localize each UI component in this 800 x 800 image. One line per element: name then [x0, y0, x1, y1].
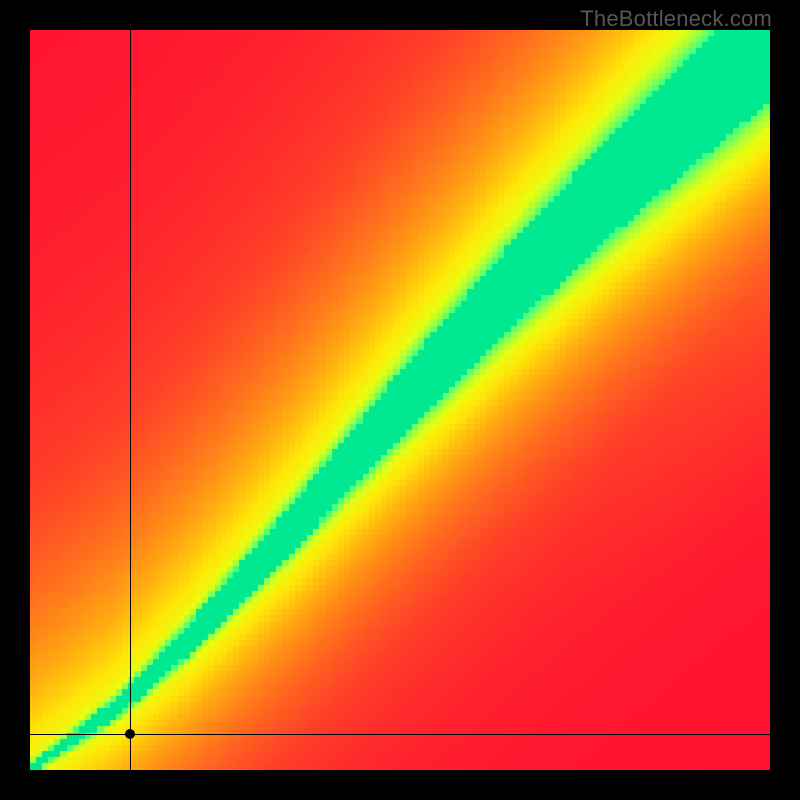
plot-area [30, 30, 770, 770]
crosshair-marker-dot [125, 729, 135, 739]
bottleneck-heatmap [30, 30, 770, 770]
crosshair-vertical-line [130, 30, 131, 770]
crosshair-horizontal-line [30, 734, 770, 735]
watermark-text: TheBottleneck.com [580, 6, 772, 32]
